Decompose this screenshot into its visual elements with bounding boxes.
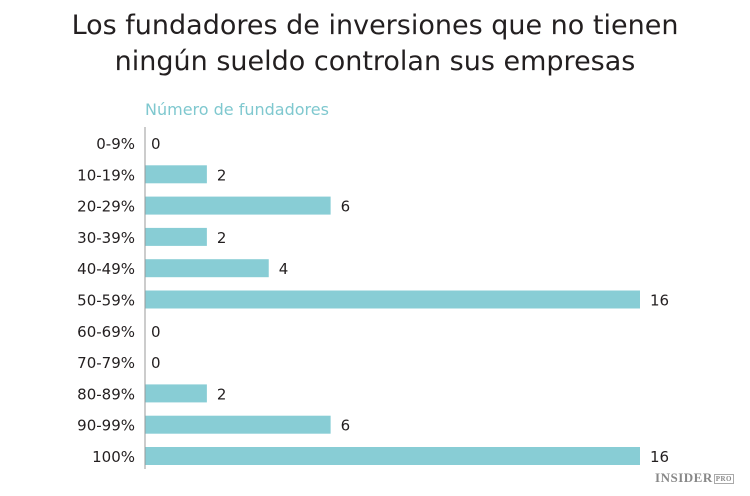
data-label: 6 (341, 198, 351, 216)
category-label: 20-29% (77, 198, 135, 216)
bar (145, 227, 207, 246)
data-label: 0 (151, 135, 161, 153)
chart-title-line-2: ningún sueldo controlan sus empresas (114, 46, 636, 77)
chart-title-line-1: Los fundadores de inversiones que no tie… (71, 10, 679, 41)
category-label: 60-69% (77, 323, 135, 341)
bar (145, 415, 331, 434)
logo-text: INSIDER (655, 470, 713, 485)
data-label: 4 (279, 260, 289, 278)
category-label: 90-99% (77, 417, 135, 435)
bar (145, 165, 207, 184)
data-label: 6 (341, 417, 351, 435)
category-label: 100% (92, 448, 135, 466)
chart-subtitle: Número de fundadores (145, 100, 329, 119)
insider-pro-logo: INSIDER PRO (655, 470, 734, 486)
data-label: 0 (151, 323, 161, 341)
data-label: 2 (217, 385, 227, 403)
category-label: 30-39% (77, 229, 135, 247)
category-label: 10-19% (77, 166, 135, 184)
category-label: 50-59% (77, 292, 135, 310)
data-label: 0 (151, 354, 161, 372)
category-label: 80-89% (77, 385, 135, 403)
category-label: 40-49% (77, 260, 135, 278)
category-label: 70-79% (77, 354, 135, 372)
logo-badge: PRO (713, 474, 734, 485)
chart-title: Los fundadores de inversiones que no tie… (0, 8, 750, 80)
bar (145, 196, 331, 215)
bar (145, 384, 207, 403)
data-label: 2 (217, 229, 227, 247)
bar (145, 259, 269, 278)
category-label: 0-9% (96, 135, 135, 153)
data-label: 16 (650, 448, 669, 466)
data-label: 16 (650, 292, 669, 310)
data-label: 2 (217, 166, 227, 184)
bar (145, 290, 640, 309)
bar (145, 447, 640, 465)
